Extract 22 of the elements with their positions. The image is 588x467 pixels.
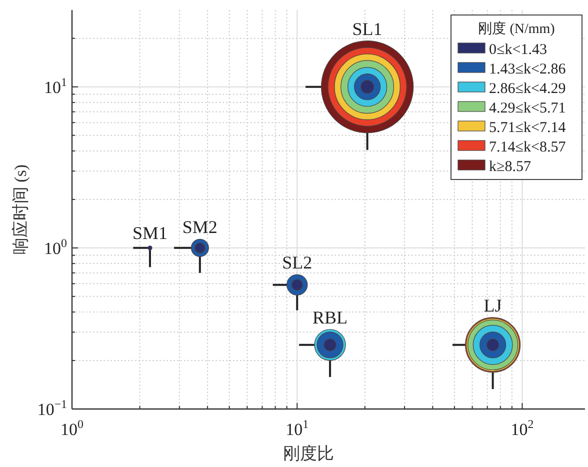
legend-title: 刚度 (N/mm) bbox=[478, 21, 556, 37]
y-axis-title: 响应时间 (s) bbox=[11, 164, 30, 255]
y-tick-label: 10$^{−1}$ bbox=[37, 397, 68, 419]
annotation: SL2 bbox=[282, 252, 312, 273]
x-axis-title: 刚度比 bbox=[283, 444, 334, 463]
legend-label: 2.86≤k<4.29 bbox=[489, 81, 566, 97]
y-tick-label: 10$^{1}$ bbox=[44, 74, 68, 97]
legend-label: 4.29≤k<5.71 bbox=[489, 100, 566, 116]
legend-label: 5.71≤k<7.14 bbox=[489, 120, 566, 136]
annotation: SL1 bbox=[352, 18, 382, 39]
annotation: RBL bbox=[312, 307, 348, 328]
x-tick-label: 10$^{0}$ bbox=[60, 417, 84, 439]
x-tick-label: 10$^{1}$ bbox=[286, 417, 309, 439]
legend-label: 7.14≤k<8.57 bbox=[489, 140, 566, 156]
y-tick-label: 10$^{0}$ bbox=[44, 236, 68, 258]
x-tick-label: 10$^{2}$ bbox=[510, 417, 534, 439]
legend-label: 1.43≤k<2.86 bbox=[489, 62, 566, 78]
annotation: SM2 bbox=[182, 217, 218, 238]
annotation: SM1 bbox=[132, 222, 168, 243]
annotation: LJ bbox=[484, 295, 502, 316]
legend-label: k≥8.57 bbox=[489, 159, 532, 175]
legend-label: 0≤k<1.43 bbox=[489, 42, 547, 58]
